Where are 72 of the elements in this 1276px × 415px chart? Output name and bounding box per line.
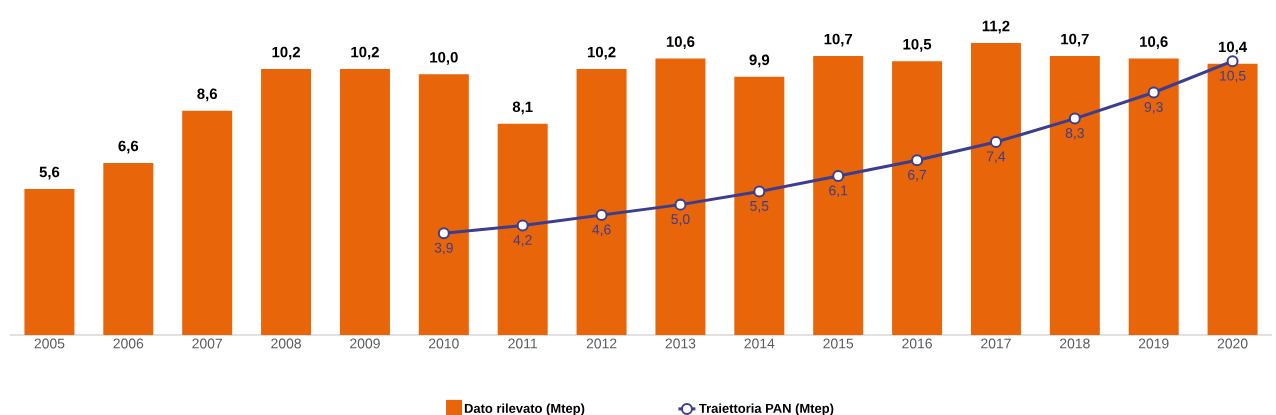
x-tick-label: 2017 (981, 338, 1011, 349)
data-label: 10,6 (666, 36, 695, 50)
x-tick-label: 2012 (586, 338, 617, 349)
x-tick-label: 2006 (113, 338, 144, 349)
bar (103, 162, 154, 335)
x-tick-label: 2013 (665, 338, 696, 349)
data-label: 10,6 (1140, 36, 1168, 50)
bar (24, 188, 75, 335)
x-tick-label: 2010 (429, 338, 459, 349)
x-tick-label: 2007 (192, 338, 222, 349)
x-tick-label: 2009 (350, 338, 380, 349)
data-label: 9,9 (749, 54, 770, 68)
data-label: 6,6 (118, 140, 139, 154)
x-tick-label: 2016 (902, 338, 932, 349)
point (1226, 55, 1239, 68)
bar (576, 69, 627, 335)
bar (182, 110, 233, 335)
point (1147, 86, 1160, 99)
point (674, 198, 687, 211)
x-tick-label: 2015 (823, 338, 854, 349)
point (753, 185, 766, 198)
bar (1128, 58, 1179, 335)
data-label: 10,0 (430, 51, 458, 65)
bar (813, 56, 864, 335)
data-label: 8,3 (1065, 128, 1084, 140)
point (1068, 112, 1081, 125)
data-label: 9,3 (1144, 102, 1163, 114)
data-label: 11,2 (982, 20, 1010, 34)
data-label: 5,0 (671, 214, 690, 226)
legend-label: Traiettoria PAN (Mtep) (699, 403, 834, 415)
data-label: 10,5 (1220, 70, 1246, 83)
data-label: 10,7 (1061, 33, 1089, 47)
x-tick-label: 2014 (744, 338, 775, 349)
data-label: 4,6 (592, 224, 611, 237)
point (595, 209, 608, 222)
data-label: 10,7 (824, 33, 853, 47)
point (516, 219, 529, 232)
bar (339, 69, 390, 335)
data-label: 10,2 (351, 46, 379, 60)
data-label: 8,6 (197, 88, 218, 102)
x-tick-label: 2008 (271, 338, 301, 349)
data-label: 5,5 (750, 201, 769, 213)
point (911, 154, 924, 167)
x-tick-label: 2018 (1060, 338, 1090, 349)
data-label: 10,4 (1218, 41, 1248, 55)
x-tick-label: 2011 (508, 338, 537, 349)
bar (970, 42, 1021, 335)
data-label: 7,4 (986, 151, 1006, 163)
data-label: 10,5 (903, 38, 932, 52)
data-label: 10,2 (587, 46, 616, 60)
bar (734, 76, 785, 335)
bar (261, 69, 312, 335)
point (437, 227, 450, 240)
data-label: 5,6 (39, 166, 60, 180)
bar (1207, 63, 1258, 335)
x-tick-label: 2005 (34, 338, 65, 349)
data-label: 6,1 (829, 185, 848, 197)
bar (1049, 56, 1100, 335)
bar (892, 61, 943, 335)
data-label: 4,2 (513, 234, 532, 247)
data-label: 8,1 (512, 101, 533, 115)
point (832, 169, 845, 182)
point (989, 136, 1002, 149)
bar (418, 74, 469, 335)
bar (497, 123, 548, 335)
legend-label: Dato rilevato (Mtep) (464, 403, 585, 415)
data-label: 10,2 (272, 46, 300, 60)
data-label: 3,9 (434, 242, 453, 255)
bar (655, 58, 706, 335)
x-tick-label: 2020 (1217, 338, 1248, 349)
x-tick-label: 2019 (1138, 338, 1169, 349)
data-label: 6,7 (908, 169, 927, 182)
